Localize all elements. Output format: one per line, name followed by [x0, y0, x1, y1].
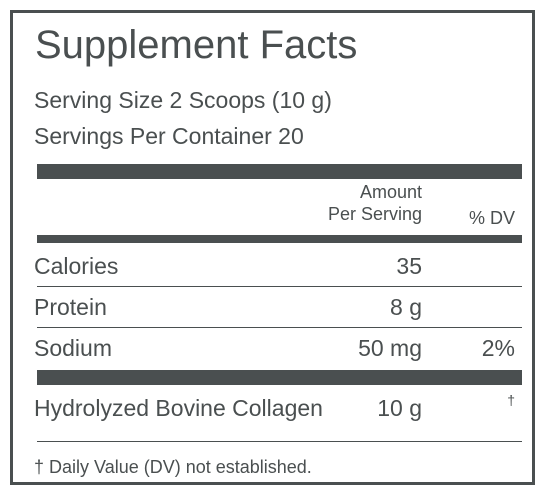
- row-label-sodium: Sodium: [34, 335, 112, 361]
- footnote-divider: [37, 441, 522, 442]
- ingredient-name: Hydrolyzed Bovine Collagen: [34, 395, 323, 421]
- row-dv-sodium: 2%: [481, 335, 515, 361]
- amount-header-line2: Per Serving: [327, 204, 422, 224]
- row-amount-sodium: 50 mg: [358, 335, 422, 361]
- row-divider: [37, 286, 522, 287]
- row-label-protein: Protein: [34, 294, 107, 320]
- amount-per-serving-header: Amount Per Serving: [328, 181, 422, 225]
- servings-per-container: Servings Per Container 20: [34, 123, 304, 149]
- row-amount-protein: 8 g: [390, 294, 422, 320]
- row-divider: [37, 327, 522, 328]
- header-divider: [37, 235, 522, 243]
- panel-title: Supplement Facts: [35, 23, 358, 67]
- row-label-calories: Calories: [34, 253, 119, 279]
- supplement-facts-panel: Supplement Facts Serving Size 2 Scoops (…: [10, 10, 535, 485]
- thick-divider-top: [37, 164, 522, 179]
- amount-header-line1: Amount: [359, 182, 422, 202]
- footnote: † Daily Value (DV) not established.: [34, 457, 312, 477]
- serving-size: Serving Size 2 Scoops (10 g): [34, 87, 332, 113]
- row-amount-calories: 35: [396, 253, 422, 279]
- daily-value-header: % DV: [468, 208, 515, 228]
- ingredient-dv-dagger: †: [507, 392, 515, 408]
- ingredient-amount: 10 g: [377, 395, 422, 421]
- thick-divider-ingredients: [37, 370, 522, 385]
